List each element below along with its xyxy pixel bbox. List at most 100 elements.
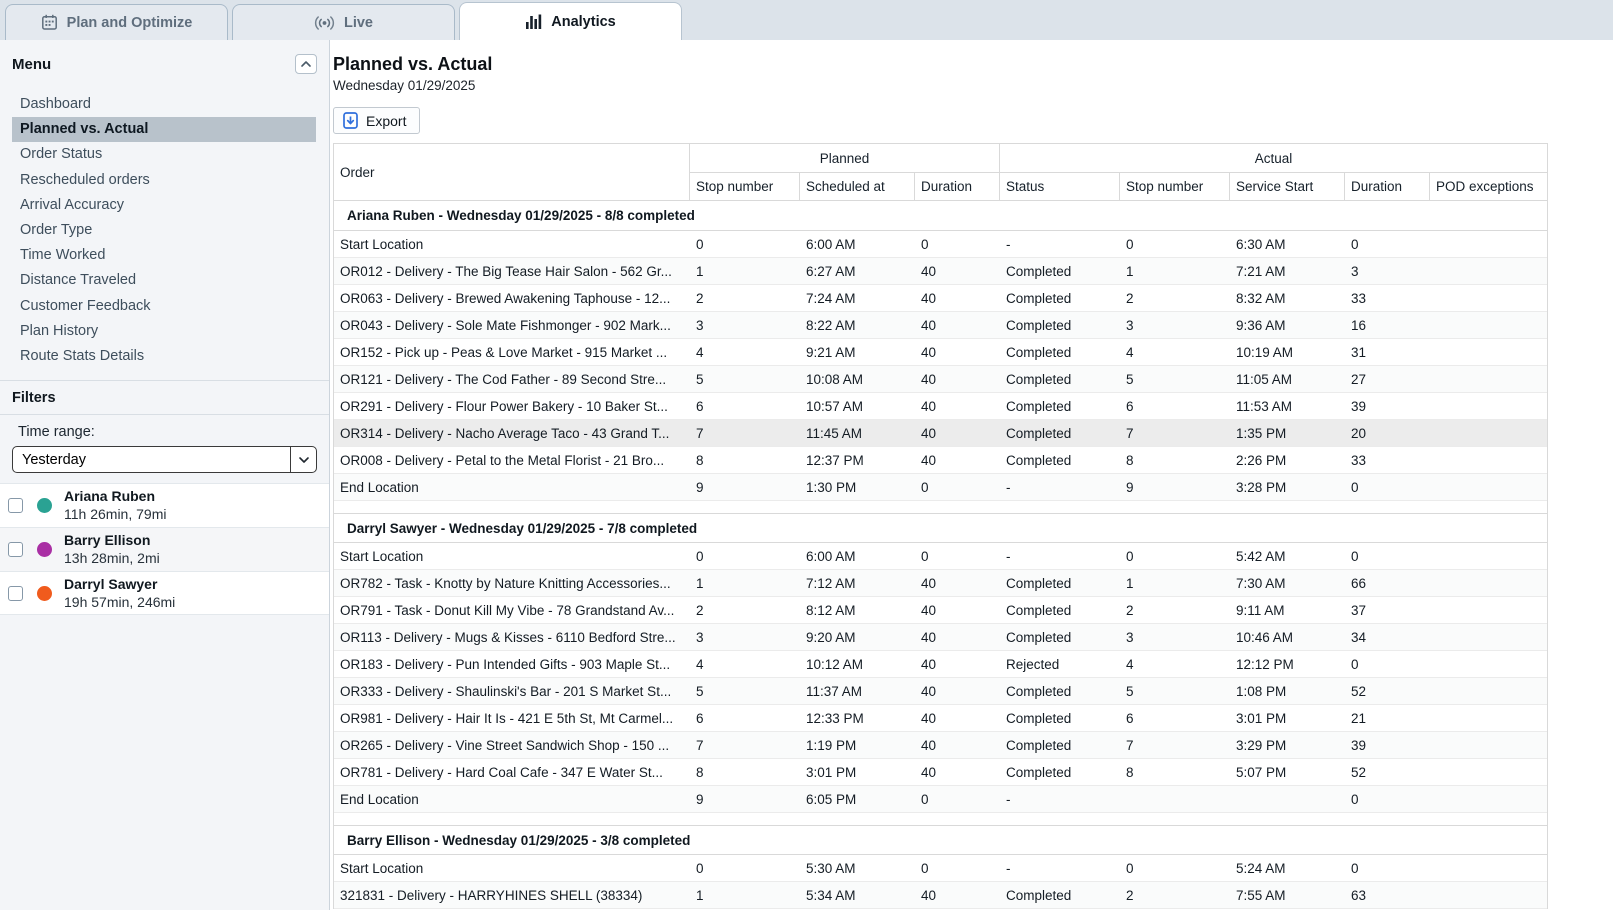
- top-tab-bar: Plan and Optimize Live Analytics: [0, 0, 1613, 40]
- table-row[interactable]: OR152 - Pick up - Peas & Love Market - 9…: [334, 339, 1547, 366]
- calendar-icon: [41, 14, 58, 31]
- table-row[interactable]: 321831 - Delivery - HARRYHINES SHELL (38…: [334, 882, 1547, 909]
- sidebar-item-arrival-accuracy[interactable]: Arrival Accuracy: [20, 196, 124, 213]
- planned-stop-number-cell: 5: [696, 683, 704, 699]
- scheduled-at-cell: 12:37 PM: [806, 452, 864, 468]
- table-row[interactable]: Start Location 0 5:30 AM 0 - 0 5:24 AM 0: [334, 855, 1547, 882]
- table-row[interactable]: OR008 - Delivery - Petal to the Metal Fl…: [334, 447, 1547, 474]
- service-start-cell: 3:29 PM: [1236, 737, 1287, 753]
- table-row[interactable]: OR781 - Delivery - Hard Coal Cafe - 347 …: [334, 759, 1547, 786]
- table-row[interactable]: End Location 9 6:05 PM 0 - 0: [334, 786, 1547, 813]
- table-row[interactable]: OR113 - Delivery - Mugs & Kisses - 6110 …: [334, 624, 1547, 651]
- planned-duration-cell: 0: [921, 236, 929, 252]
- status-cell: Completed: [1006, 317, 1072, 333]
- sidebar-item-customer-feedback[interactable]: Customer Feedback: [20, 297, 151, 314]
- driver-row-barry-ellison[interactable]: Barry Ellison 13h 28min, 2mi: [0, 527, 329, 572]
- sidebar-item-rescheduled-orders[interactable]: Rescheduled orders: [20, 171, 150, 188]
- table-row[interactable]: OR063 - Delivery - Brewed Awakening Taph…: [334, 285, 1547, 312]
- sidebar-item-order-type[interactable]: Order Type: [20, 222, 93, 239]
- table-row[interactable]: Start Location 0 6:00 AM 0 - 0 5:42 AM 0: [334, 543, 1547, 570]
- status-cell: -: [1006, 548, 1011, 564]
- actual-duration-cell: 34: [1351, 629, 1367, 645]
- sidebar: Menu Dashboard Planned vs. Actual Order St…: [0, 40, 330, 910]
- planned-stop-number-cell: 9: [696, 479, 704, 495]
- tab-live[interactable]: Live: [232, 4, 455, 40]
- sidebar-item-planned-vs-actual[interactable]: Planned vs. Actual: [12, 117, 316, 143]
- menu-title: Menu: [12, 55, 52, 73]
- table-row[interactable]: OR183 - Delivery - Pun Intended Gifts - …: [334, 651, 1547, 678]
- driver-color-dot: [37, 542, 52, 558]
- service-start-cell: 11:05 AM: [1236, 371, 1293, 387]
- order-cell: End Location: [340, 791, 419, 807]
- tab-plan-and-optimize[interactable]: Plan and Optimize: [5, 4, 228, 40]
- actual-duration-cell: 66: [1351, 575, 1367, 591]
- planned-duration-cell: 40: [921, 887, 937, 903]
- planned-duration-cell: 40: [921, 290, 937, 306]
- actual-stop-number-cell: 2: [1126, 602, 1134, 618]
- sidebar-item-route-stats-details[interactable]: Route Stats Details: [20, 348, 145, 365]
- order-cell: OR008 - Delivery - Petal to the Metal Fl…: [340, 452, 665, 468]
- scheduled-at-cell: 8:22 AM: [806, 317, 856, 333]
- driver-name: Barry Ellison: [64, 532, 151, 549]
- table-row[interactable]: OR121 - Delivery - The Cod Father - 89 S…: [334, 366, 1547, 393]
- menu-collapse-button[interactable]: [295, 54, 317, 74]
- actual-stop-number-cell: 2: [1126, 290, 1134, 306]
- driver-filter-list: Ariana Ruben 11h 26min, 79mi Barry Ellison…: [0, 483, 329, 616]
- column-header-order: Order: [334, 144, 690, 201]
- export-icon: [343, 112, 358, 129]
- export-button[interactable]: Export: [333, 107, 421, 134]
- sidebar-item-plan-history[interactable]: Plan History: [20, 322, 99, 339]
- scheduled-at-cell: 5:34 AM: [806, 887, 856, 903]
- planned-stop-number-cell: 7: [696, 737, 704, 753]
- driver-row-darryl-sawyer[interactable]: Darryl Sawyer 19h 57min, 246mi: [0, 571, 329, 616]
- scheduled-at-cell: 7:24 AM: [806, 290, 856, 306]
- table-row[interactable]: OR981 - Delivery - Hair It Is - 421 E 5t…: [334, 705, 1547, 732]
- time-range-select[interactable]: Yesterday: [12, 446, 317, 474]
- actual-stop-number-cell: 1: [1126, 575, 1134, 591]
- actual-duration-cell: 0: [1351, 548, 1359, 564]
- service-start-cell: 12:12 PM: [1236, 656, 1294, 672]
- table-row[interactable]: Start Location 0 6:00 AM 0 - 0 6:30 AM 0: [334, 231, 1547, 258]
- actual-stop-number-cell: 6: [1126, 710, 1134, 726]
- table-row[interactable]: OR265 - Delivery - Vine Street Sandwich …: [334, 732, 1547, 759]
- sidebar-item-distance-traveled[interactable]: Distance Traveled: [20, 272, 137, 289]
- service-start-cell: 5:42 AM: [1236, 548, 1286, 564]
- service-start-cell: 1:08 PM: [1236, 683, 1287, 699]
- table-row[interactable]: OR291 - Delivery - Flour Power Bakery - …: [334, 393, 1547, 420]
- table-row[interactable]: OR782 - Task - Knotty by Nature Knitting…: [334, 570, 1547, 597]
- status-cell: Completed: [1006, 602, 1072, 618]
- table-row[interactable]: OR043 - Delivery - Sole Mate Fishmonger …: [334, 312, 1547, 339]
- sidebar-item-order-status[interactable]: Order Status: [20, 146, 103, 163]
- service-start-cell: 5:24 AM: [1236, 860, 1286, 876]
- table-row[interactable]: OR791 - Task - Donut Kill My Vibe - 78 G…: [334, 597, 1547, 624]
- export-label: Export: [366, 112, 407, 129]
- tab-analytics[interactable]: Analytics: [459, 2, 682, 40]
- actual-stop-number-cell: 2: [1126, 887, 1134, 903]
- service-start-cell: 9:11 AM: [1236, 602, 1285, 618]
- table-row[interactable]: OR314 - Delivery - Nacho Average Taco - …: [334, 420, 1547, 447]
- driver-checkbox[interactable]: [8, 498, 23, 514]
- order-cell: OR121 - Delivery - The Cod Father - 89 S…: [340, 371, 667, 387]
- driver-checkbox[interactable]: [8, 585, 23, 601]
- order-cell: Start Location: [340, 860, 424, 876]
- sidebar-menu: Dashboard Planned vs. Actual Order Status R…: [0, 92, 329, 369]
- column-header-status: Status: [1000, 173, 1120, 201]
- driver-row-ariana-ruben[interactable]: Ariana Ruben 11h 26min, 79mi: [0, 483, 329, 528]
- table-row[interactable]: End Location 9 1:30 PM 0 - 9 3:28 PM 0: [334, 474, 1547, 501]
- scheduled-at-cell: 11:45 AM: [806, 425, 863, 441]
- actual-duration-cell: 21: [1351, 710, 1367, 726]
- table-row[interactable]: OR333 - Delivery - Shaulinski's Bar - 20…: [334, 678, 1547, 705]
- column-header-actual-stop-number: Stop number: [1120, 173, 1230, 201]
- scheduled-at-cell: 6:27 AM: [806, 263, 856, 279]
- actual-duration-cell: 33: [1351, 452, 1367, 468]
- driver-checkbox[interactable]: [8, 542, 23, 558]
- order-cell: OR043 - Delivery - Sole Mate Fishmonger …: [340, 317, 671, 333]
- sidebar-item-dashboard[interactable]: Dashboard: [20, 96, 91, 112]
- sidebar-item-time-worked[interactable]: Time Worked: [20, 247, 106, 264]
- table-row[interactable]: OR012 - Delivery - The Big Tease Hair Sa…: [334, 258, 1547, 285]
- actual-stop-number-cell: 0: [1126, 548, 1134, 564]
- planned-duration-cell: 40: [921, 575, 937, 591]
- driver-name: Ariana Ruben: [64, 488, 156, 505]
- service-start-cell: 3:28 PM: [1236, 479, 1287, 495]
- planned-duration-cell: 40: [921, 263, 937, 279]
